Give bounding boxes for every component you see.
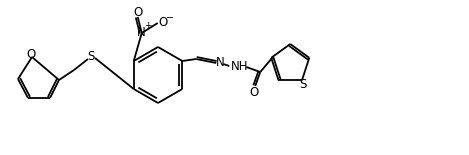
Text: N: N xyxy=(216,57,225,69)
Text: NH: NH xyxy=(230,60,248,73)
Text: O: O xyxy=(26,47,36,60)
Text: +: + xyxy=(144,22,151,31)
Text: S: S xyxy=(299,78,307,91)
Text: O: O xyxy=(158,16,167,29)
Text: S: S xyxy=(87,51,95,64)
Text: O: O xyxy=(133,5,143,18)
Text: O: O xyxy=(250,86,259,98)
Text: N: N xyxy=(136,26,145,38)
Text: −: − xyxy=(166,13,174,23)
